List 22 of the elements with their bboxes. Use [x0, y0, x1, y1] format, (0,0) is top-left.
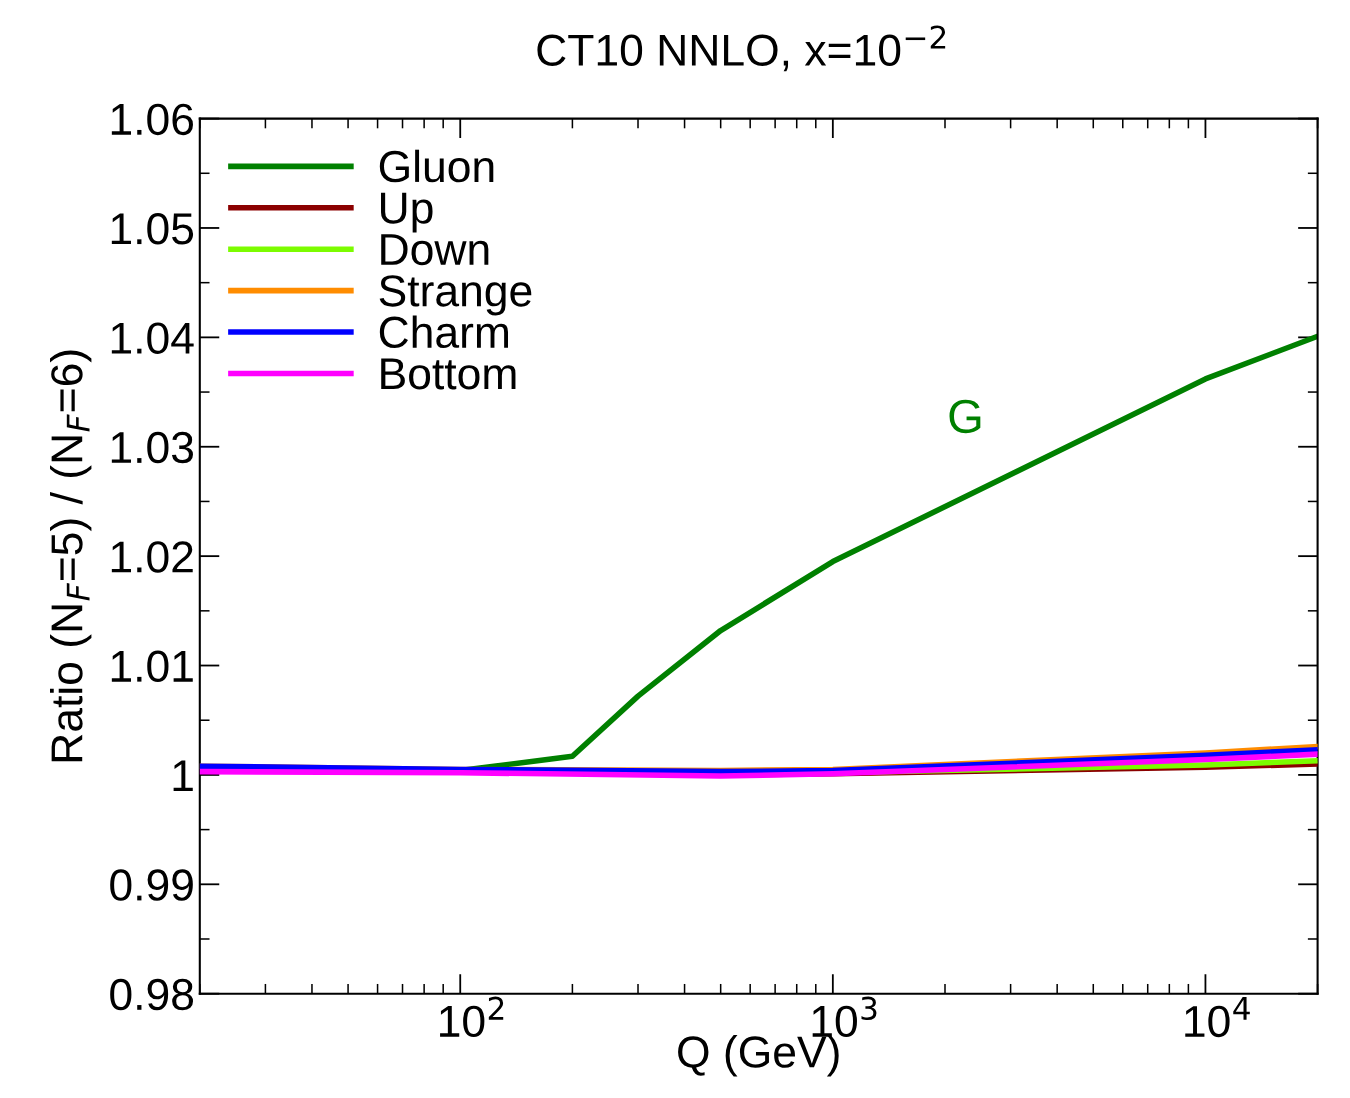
legend-label: Up	[381, 192, 433, 233]
x-tick-label: 10$^{3}$	[812, 996, 877, 1038]
legend-label: Strange	[379, 275, 532, 316]
y-tick-label: 1.01	[111, 650, 193, 683]
chart-title: CT10 NNLO, x=10$^{−2}$	[537, 25, 946, 72]
legend-label: Charm	[379, 315, 508, 349]
legend-label: Gluon	[379, 149, 494, 183]
legend-label: Down	[381, 234, 489, 266]
y-tick-label: 1	[173, 760, 193, 792]
x-axis-title: Q (GeV)	[678, 1035, 839, 1077]
annotation: G	[949, 399, 981, 434]
y-tick-label: 1.05	[111, 213, 194, 245]
y-tick-label: 1.03	[111, 431, 193, 464]
legend-label: Bottom	[381, 358, 516, 390]
y-axis-title: Ratio (N$_{F}$=5) / (N$_{F}$=6)	[50, 350, 92, 762]
y-tick-label: 1.04	[111, 322, 194, 354]
x-tick-label: 10$^{2}$	[440, 996, 504, 1038]
x-tick-label: 10$^{4}$	[1185, 997, 1250, 1038]
y-tick-label: 0.99	[110, 869, 193, 901]
y-tick-label: 0.98	[110, 978, 194, 1011]
y-tick-label: 1.06	[111, 103, 193, 136]
y-tick-label: 1.02	[111, 541, 193, 573]
